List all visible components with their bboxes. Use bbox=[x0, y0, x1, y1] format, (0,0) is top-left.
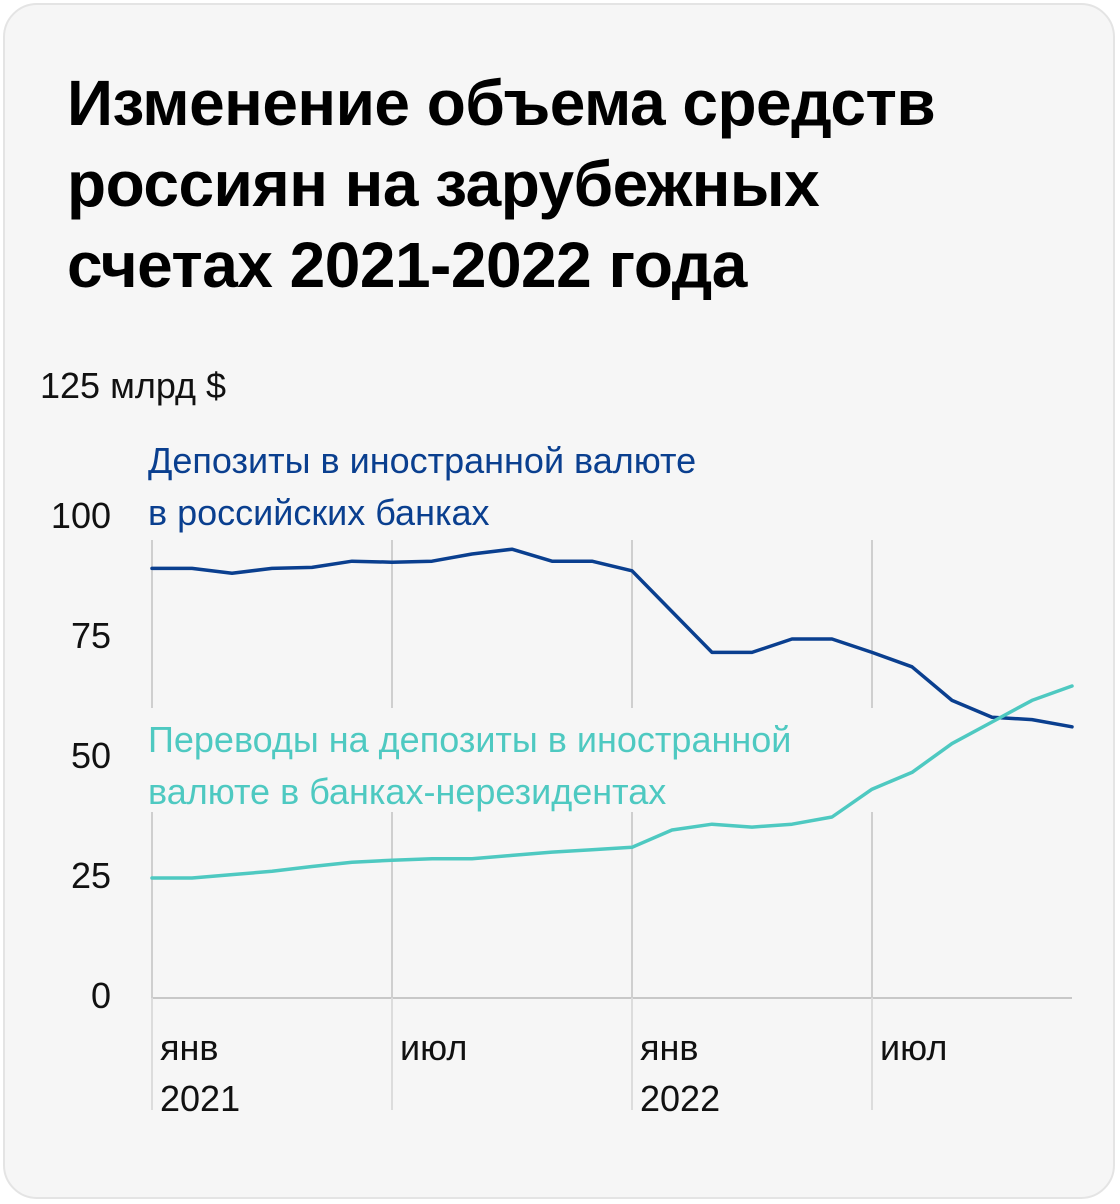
title-line-1: Изменение объема средств bbox=[67, 67, 936, 139]
x-tick-label-year-0: 2021 bbox=[160, 1078, 240, 1119]
series-label-1-line-0: Переводы на депозиты в иностранной bbox=[148, 719, 791, 760]
y-tick-label-1: 100 bbox=[51, 495, 111, 536]
y-tick-label-5: 0 bbox=[91, 975, 111, 1016]
x-tick-label-year-2: 2022 bbox=[640, 1078, 720, 1119]
series-label-1-line-1: валюте в банках-нерезидентах bbox=[148, 771, 666, 812]
x-tick-label-month-1: июл bbox=[400, 1027, 467, 1068]
chart-card: Изменение объема средств россиян на зару… bbox=[3, 3, 1115, 1199]
y-tick-label-4: 25 bbox=[71, 855, 111, 896]
chart-grid bbox=[151, 540, 1072, 1110]
x-axis-ticks: янв 2021 июл янв 2022 июл bbox=[160, 1027, 947, 1119]
title-line-3: счетах 2021-2022 года bbox=[67, 229, 747, 301]
series-label-0-line-1: в российских банках bbox=[148, 492, 490, 533]
series-label-0-line-0: Депозиты в иностранной валюте bbox=[148, 440, 696, 481]
y-tick-label-2: 75 bbox=[71, 615, 111, 656]
x-tick-label-month-0: янв bbox=[160, 1027, 219, 1068]
title-line-2: россиян на зарубежных bbox=[67, 148, 820, 220]
x-tick-label-month-3: июл bbox=[880, 1027, 947, 1068]
series-line-1 bbox=[150, 684, 1074, 880]
y-tick-label-0: 125 млрд $ bbox=[40, 365, 226, 406]
y-tick-label-3: 50 bbox=[71, 735, 111, 776]
x-tick-label-month-2: янв bbox=[640, 1027, 699, 1068]
series-line-0 bbox=[150, 547, 1074, 729]
chart-title: Изменение объема средств россиян на зару… bbox=[67, 63, 1067, 306]
series-lines bbox=[150, 547, 1074, 880]
series-labels: Депозиты в иностранной валюте в российски… bbox=[148, 440, 791, 812]
y-axis-ticks: 125 млрд $ 100 75 50 25 0 bbox=[40, 365, 226, 1016]
